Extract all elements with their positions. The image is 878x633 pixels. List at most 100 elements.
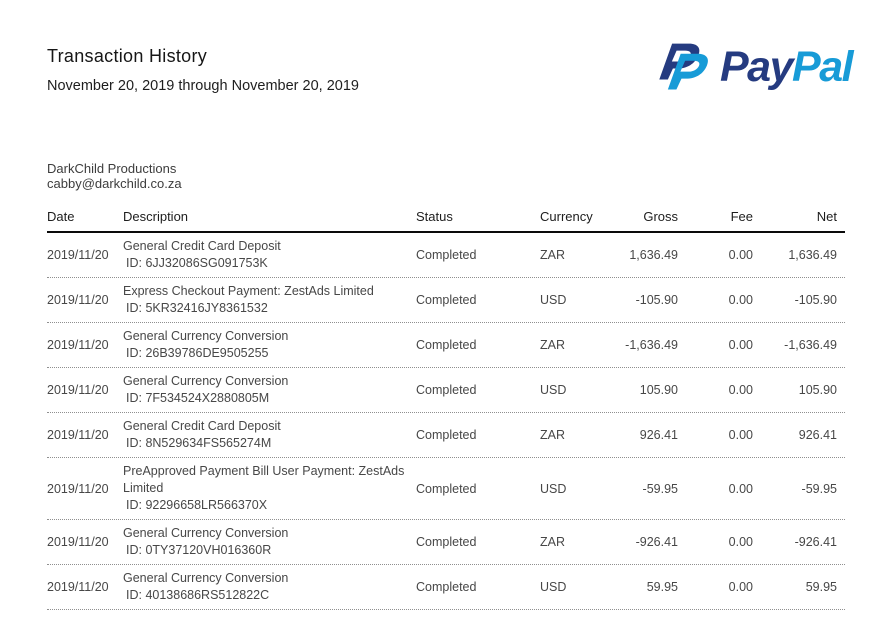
description-cell: General Currency Conversion ID: 26B39786…	[123, 328, 416, 362]
date-cell: 2019/11/20	[47, 535, 109, 549]
date-cell: 2019/11/20	[47, 338, 109, 352]
net-cell: 926.41	[798, 428, 837, 442]
page-title: Transaction History	[47, 46, 208, 66]
description-text: PreApproved Payment Bill User Payment: Z…	[123, 464, 405, 495]
date-range: November 20, 2019 through November 20, 2…	[47, 78, 359, 94]
transaction-id: ID: 92296658LR566370X	[126, 498, 268, 512]
currency-cell: USD	[540, 580, 567, 594]
transaction-table: Date Description Status Currency Gross F…	[47, 209, 845, 610]
currency-cell: ZAR	[540, 428, 565, 442]
table-row: 2019/11/20 PreApproved Payment Bill User…	[47, 458, 845, 520]
fee-cell: 0.00	[728, 481, 753, 496]
description-text: General Currency Conversion	[123, 329, 289, 343]
gross-cell: 59.95	[646, 580, 678, 594]
table-row: 2019/11/20 General Credit Card Deposit I…	[47, 233, 845, 278]
col-header-description: Description	[123, 209, 189, 224]
currency-cell: USD	[540, 481, 567, 496]
wordmark-pay: Pay	[720, 43, 794, 91]
transaction-id: ID: 8N529634FS565274M	[126, 436, 272, 450]
gross-cell: 1,636.49	[629, 248, 678, 262]
currency-cell: ZAR	[540, 338, 565, 352]
status-cell: Completed	[416, 248, 477, 262]
table-row: 2019/11/20 General Currency Conversion I…	[47, 368, 845, 413]
net-cell: -1,636.49	[784, 338, 837, 352]
col-header-gross: Gross	[643, 209, 678, 224]
description-cell: General Currency Conversion ID: 7F534524…	[123, 373, 416, 407]
net-cell: 105.90	[798, 383, 837, 397]
description-cell: PreApproved Payment Bill User Payment: Z…	[123, 463, 416, 514]
table-row: 2019/11/20 Express Checkout Payment: Zes…	[47, 278, 845, 323]
gross-cell: 105.90	[639, 383, 678, 397]
status-cell: Completed	[416, 580, 477, 594]
table-row: 2019/11/20 General Currency Conversion I…	[47, 520, 845, 565]
col-header-date: Date	[47, 209, 75, 224]
transaction-id: ID: 6JJ32086SG091753K	[126, 256, 268, 270]
paypal-mark-icon	[659, 43, 708, 90]
net-cell: -105.90	[794, 293, 837, 307]
col-header-status: Status	[416, 209, 453, 224]
gross-cell: -59.95	[642, 481, 678, 496]
transaction-id: ID: 40138686RS512822C	[126, 588, 270, 602]
col-header-net: Net	[816, 209, 837, 224]
description-text: General Credit Card Deposit	[123, 419, 281, 433]
date-cell: 2019/11/20	[47, 248, 109, 262]
description-cell: Express Checkout Payment: ZestAds Limite…	[123, 283, 416, 317]
gross-cell: -926.41	[635, 535, 678, 549]
description-text: General Credit Card Deposit	[123, 239, 281, 253]
account-info: DarkChild Productions cabby@darkchild.co…	[47, 161, 182, 191]
description-text: Express Checkout Payment: ZestAds Limite…	[123, 284, 374, 298]
date-cell: 2019/11/20	[47, 481, 109, 496]
date-cell: 2019/11/20	[47, 428, 109, 442]
table-row: 2019/11/20 General Currency Conversion I…	[47, 323, 845, 368]
status-cell: Completed	[416, 481, 477, 496]
fee-cell: 0.00	[728, 293, 753, 307]
net-cell: -59.95	[801, 481, 837, 496]
wordmark-pal: Pal	[792, 43, 854, 91]
currency-cell: ZAR	[540, 248, 565, 262]
status-cell: Completed	[416, 428, 477, 442]
status-cell: Completed	[416, 535, 477, 549]
fee-cell: 0.00	[728, 338, 753, 352]
status-cell: Completed	[416, 293, 477, 307]
account-name: DarkChild Productions	[47, 161, 177, 176]
gross-cell: -105.90	[635, 293, 678, 307]
account-email: cabby@darkchild.co.za	[47, 176, 182, 191]
net-cell: -926.41	[794, 535, 837, 549]
gross-cell: 926.41	[639, 428, 678, 442]
description-text: General Currency Conversion	[123, 571, 289, 585]
paypal-logo: PayPal	[655, 38, 854, 96]
net-cell: 1,636.49	[788, 248, 837, 262]
col-header-fee: Fee	[730, 209, 753, 224]
table-row: 2019/11/20 General Credit Card Deposit I…	[47, 413, 845, 458]
table-row: 2019/11/20 General Currency Conversion I…	[47, 565, 845, 610]
paypal-wordmark: PayPal	[720, 38, 854, 96]
date-cell: 2019/11/20	[47, 580, 109, 594]
gross-cell: -1,636.49	[625, 338, 678, 352]
currency-cell: USD	[540, 293, 567, 307]
transaction-id: ID: 26B39786DE9505255	[126, 346, 269, 360]
currency-cell: ZAR	[540, 535, 565, 549]
status-cell: Completed	[416, 383, 477, 397]
table-header-row: Date Description Status Currency Gross F…	[47, 209, 845, 233]
description-text: General Currency Conversion	[123, 526, 289, 540]
date-cell: 2019/11/20	[47, 383, 109, 397]
description-cell: General Currency Conversion ID: 0TY37120…	[123, 525, 416, 559]
transaction-id: ID: 0TY37120VH016360R	[126, 543, 272, 557]
fee-cell: 0.00	[728, 580, 753, 594]
description-text: General Currency Conversion	[123, 374, 289, 388]
fee-cell: 0.00	[728, 428, 753, 442]
description-cell: General Currency Conversion ID: 40138686…	[123, 570, 416, 604]
net-cell: 59.95	[805, 580, 837, 594]
date-cell: 2019/11/20	[47, 293, 109, 307]
fee-cell: 0.00	[728, 383, 753, 397]
col-header-currency: Currency	[540, 209, 593, 224]
transaction-id: ID: 5KR32416JY8361532	[126, 301, 268, 315]
description-cell: General Credit Card Deposit ID: 6JJ32086…	[123, 238, 416, 272]
transaction-id: ID: 7F534524X2880805M	[126, 391, 270, 405]
status-cell: Completed	[416, 338, 477, 352]
fee-cell: 0.00	[728, 248, 753, 262]
description-cell: General Credit Card Deposit ID: 8N529634…	[123, 418, 416, 452]
fee-cell: 0.00	[728, 535, 753, 549]
currency-cell: USD	[540, 383, 567, 397]
